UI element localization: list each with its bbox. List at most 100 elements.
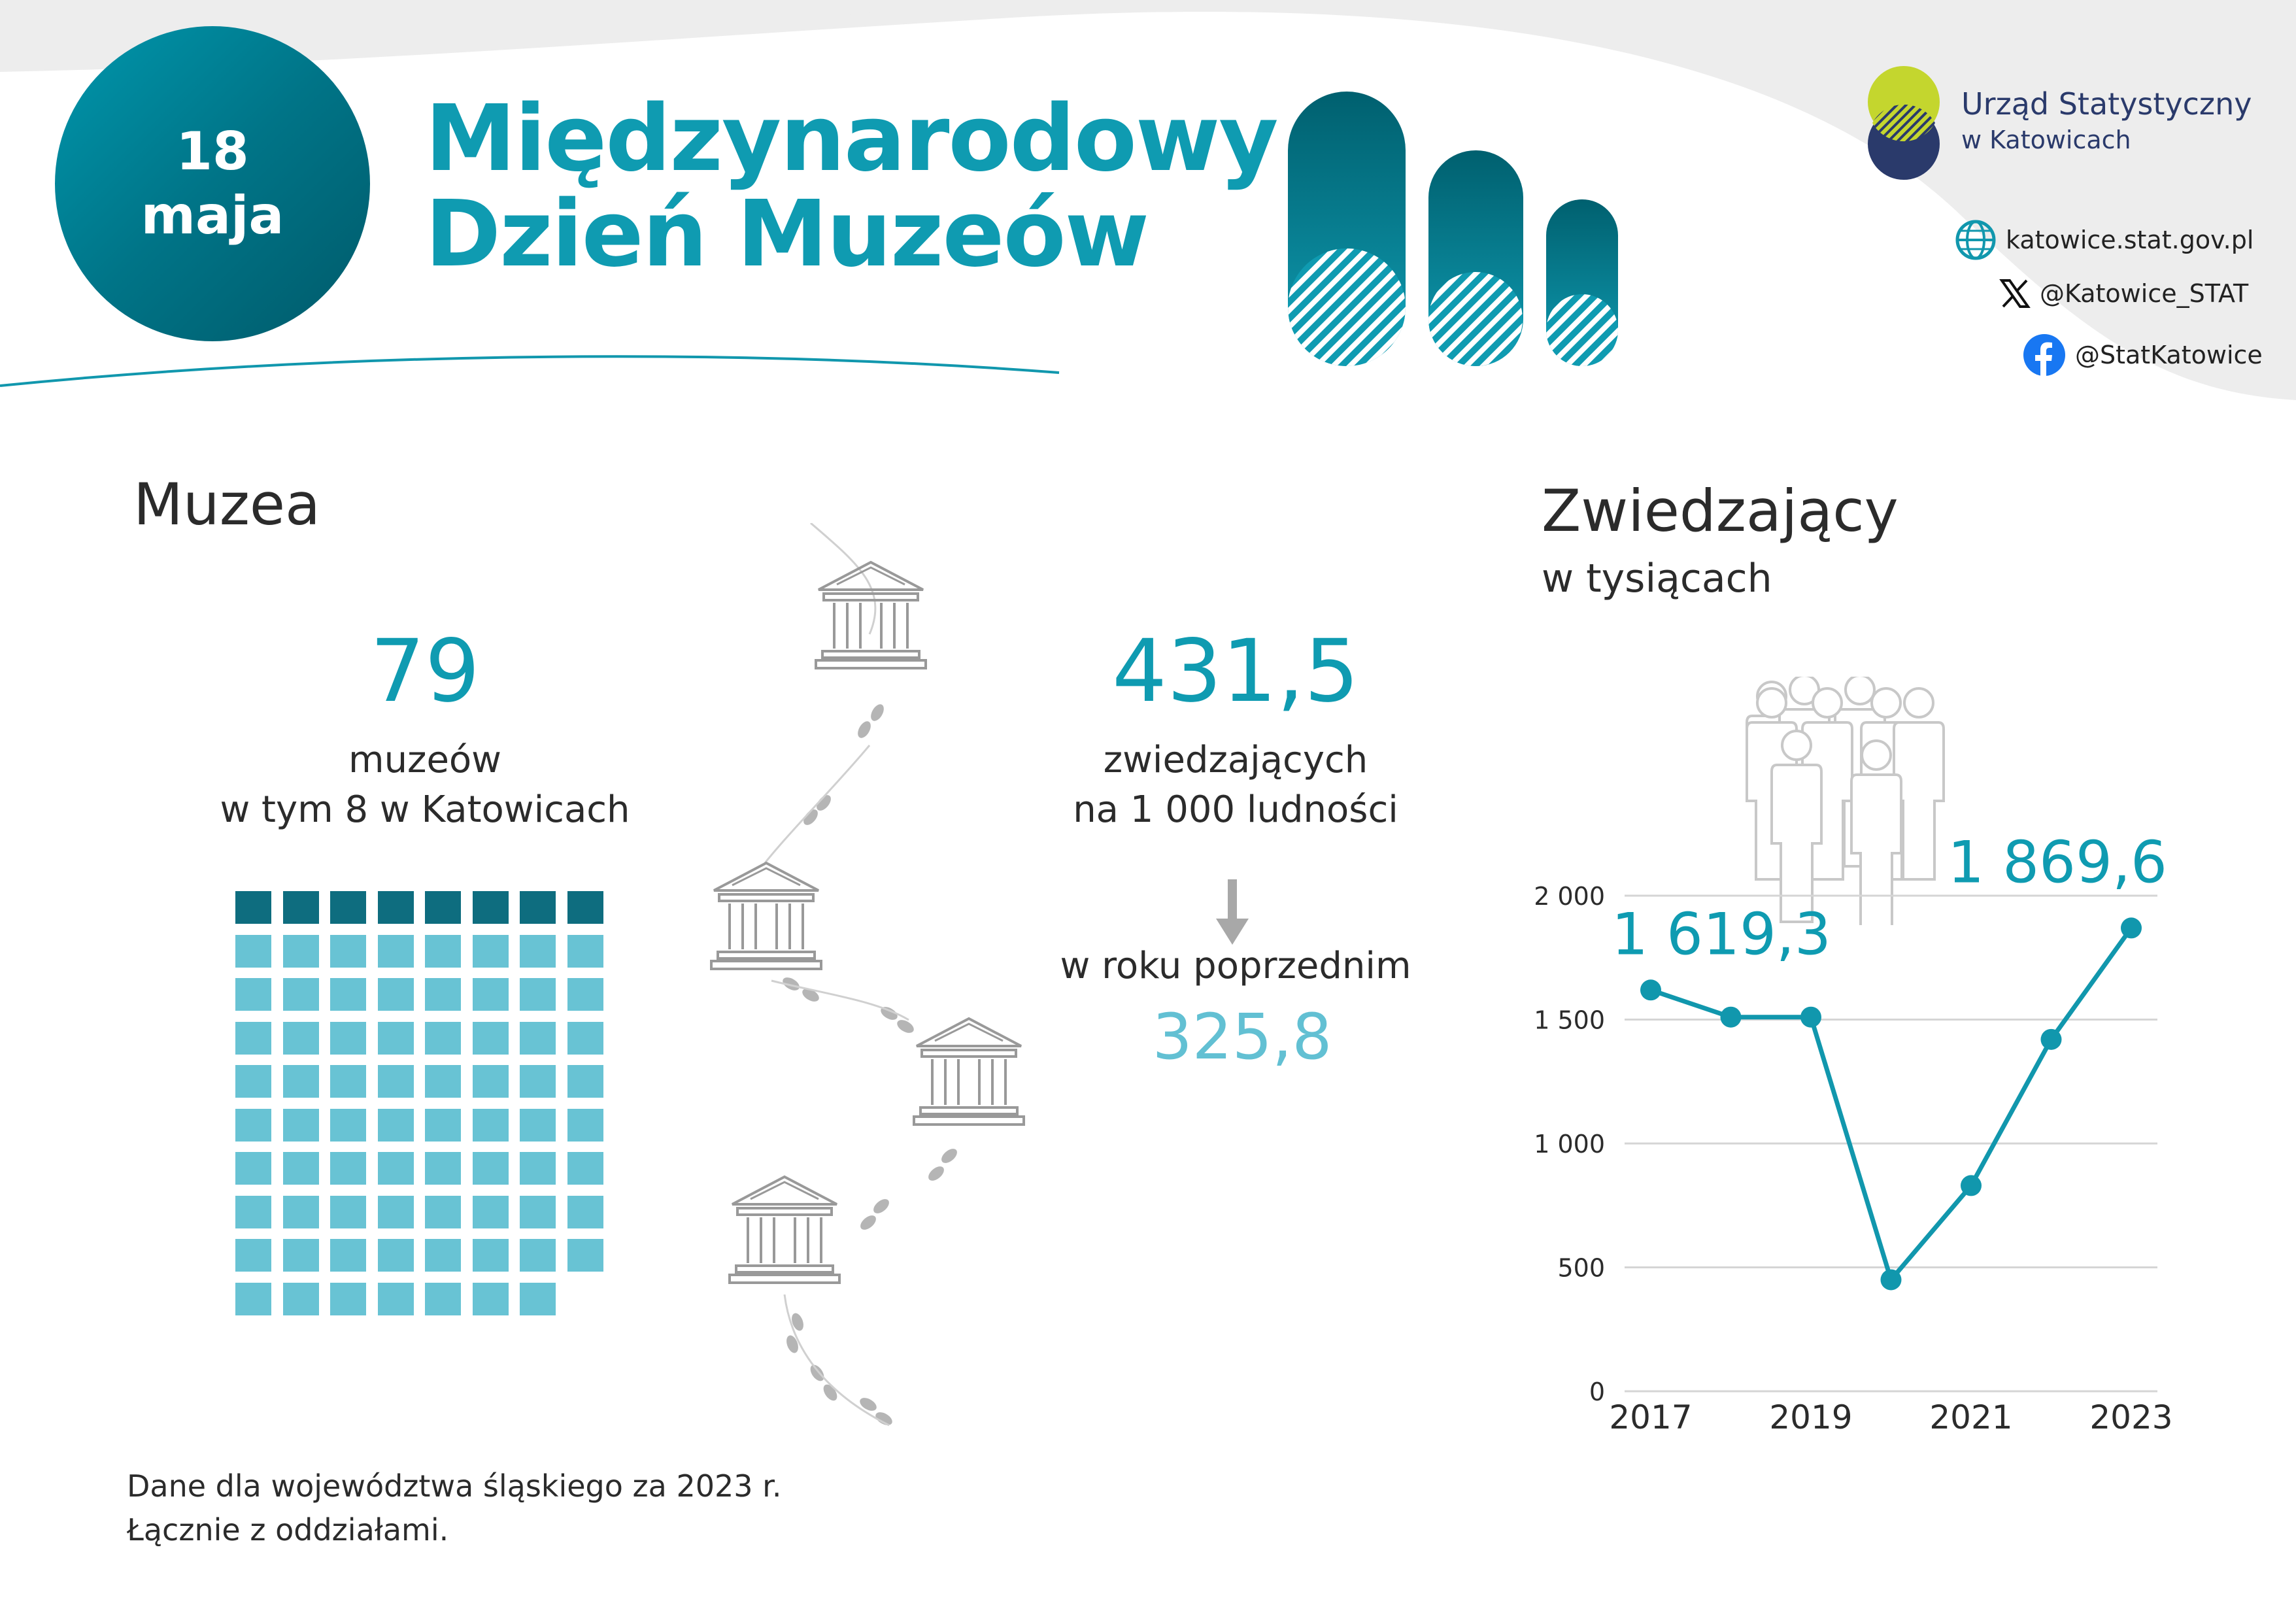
- waffle-cell: [520, 1282, 556, 1315]
- waffle-cell: [520, 891, 556, 924]
- waffle-cell: [377, 1065, 414, 1098]
- waffle-cell: [520, 1065, 556, 1098]
- waffle-cell: [377, 1152, 414, 1185]
- waffle-cell: [330, 1065, 366, 1098]
- museum-trail-graphic: [710, 523, 1025, 1427]
- waffle-cell: [472, 891, 509, 924]
- x-handle-text: @Katowice_STAT: [2040, 279, 2249, 308]
- museum-waffle-chart: [235, 891, 615, 1323]
- previous-year-label: w roku poprzednim: [1060, 945, 1411, 987]
- visitors-section-subtitle: w tysiącach: [1542, 556, 1772, 601]
- data-point: [2040, 1028, 2062, 1050]
- logo-icon: [1868, 66, 1940, 180]
- waffle-cell: [425, 1195, 461, 1228]
- date-day: 18: [176, 121, 249, 182]
- waffle-cell: [235, 934, 271, 968]
- date-month: maja: [141, 185, 284, 246]
- waffle-cell: [425, 1021, 461, 1055]
- waffle-cell: [377, 1195, 414, 1228]
- waffle-cell: [235, 1239, 271, 1272]
- waffle-cell: [567, 1195, 603, 1228]
- y-tick-label: 1 500: [1534, 1006, 1605, 1035]
- waffle-cell: [330, 1108, 366, 1142]
- waffle-cell: [425, 1108, 461, 1142]
- data-point: [1961, 1175, 1982, 1196]
- waffle-cell: [472, 934, 509, 968]
- waffle-cell: [330, 978, 366, 1011]
- y-tick-label: 500: [1557, 1254, 1605, 1283]
- waffle-cell: [377, 1021, 414, 1055]
- waffle-cell: [235, 1065, 271, 1098]
- y-tick-label: 1 000: [1534, 1130, 1605, 1159]
- waffle-cell: [520, 934, 556, 968]
- waffle-cell: [330, 1239, 366, 1272]
- waffle-cell: [567, 978, 603, 1011]
- arrow-down-icon: [1216, 879, 1249, 945]
- waffle-cell: [472, 1152, 509, 1185]
- footnote-line2: Łącznie z oddziałami.: [127, 1512, 449, 1548]
- waffle-cell: [330, 1021, 366, 1055]
- waffle-cell: [472, 1195, 509, 1228]
- logo: Urząd Statystyczny w Katowicach: [1863, 63, 2282, 187]
- title-line-1: Międzynarodowy: [425, 86, 1279, 192]
- people-group-icon: [1746, 677, 1945, 925]
- data-label-last: 1 869,6: [1948, 828, 2167, 896]
- waffle-cell: [377, 891, 414, 924]
- waffle-cell: [235, 1282, 271, 1315]
- waffle-cell: [567, 891, 603, 924]
- visitors-line-chart: 0 500 1 000 1 500 2 000 2017 2019 2021 2023 1 619…: [1534, 828, 2172, 1436]
- globe-icon: [1955, 220, 1996, 260]
- waffle-cell: [472, 1108, 509, 1142]
- x-logo-icon: [1999, 279, 2031, 308]
- waffle-cell: [567, 1108, 603, 1142]
- waffle-cell: [567, 1239, 603, 1272]
- museum-count-label: muzeów w tym 8 w Katowicach: [196, 736, 654, 834]
- facebook-handle-text: @StatKatowice: [2075, 341, 2263, 369]
- series-line: [1649, 926, 2133, 1282]
- website-text: katowice.stat.gov.pl: [2006, 226, 2254, 254]
- waffle-cell: [425, 1239, 461, 1272]
- facebook-icon: [2023, 334, 2065, 377]
- museum-count-label-line2: w tym 8 w Katowicach: [220, 788, 630, 831]
- footnote-line1: Dane dla województwa śląskiego za 2023 r…: [127, 1468, 782, 1504]
- waffle-cell: [282, 1021, 319, 1055]
- waffle-cell: [425, 1282, 461, 1315]
- waffle-cell: [282, 934, 319, 968]
- waffle-cell: [377, 1282, 414, 1315]
- visitors-section-title: Zwiedzający: [1542, 477, 1899, 545]
- museum-count: 79: [370, 621, 480, 722]
- logo-text-city: w Katowicach: [1961, 126, 2131, 154]
- title-line-2: Dzień Muzeów: [425, 180, 1149, 288]
- waffle-cell: [282, 1152, 319, 1185]
- data-label-first: 1 619,3: [1612, 900, 1831, 968]
- waffle-cell: [330, 891, 366, 924]
- waffle-cell: [330, 1195, 366, 1228]
- waffle-cell: [567, 1065, 603, 1098]
- waffle-cell: [425, 1065, 461, 1098]
- waffle-cell: [330, 934, 366, 968]
- waffle-cell: [282, 1195, 319, 1228]
- data-point: [2121, 917, 2142, 939]
- visitors-rate-label-line2: na 1 000 ludności: [1073, 788, 1398, 831]
- visitors-rate-label: zwiedzających na 1 000 ludności: [1007, 736, 1464, 834]
- waffle-cell: [520, 1021, 556, 1055]
- waffle-cell: [472, 1282, 509, 1315]
- waffle-cell: [235, 1108, 271, 1142]
- data-point: [1800, 1006, 1821, 1028]
- waffle-cell: [235, 1021, 271, 1055]
- waffle-cell: [235, 1195, 271, 1228]
- y-tick-label: 0: [1589, 1378, 1605, 1406]
- waffle-cell: [567, 1152, 603, 1185]
- facebook-profile-link[interactable]: @StatKatowice: [2023, 333, 2263, 377]
- website-link[interactable]: katowice.stat.gov.pl: [1955, 219, 2254, 261]
- x-tick-label: 2019: [1769, 1398, 1852, 1436]
- previous-year-value: 325,8: [1152, 1000, 1332, 1074]
- waffle-cell: [472, 978, 509, 1011]
- waffle-cell: [235, 978, 271, 1011]
- x-profile-link[interactable]: @Katowice_STAT: [1999, 278, 2248, 309]
- waffle-cell: [520, 978, 556, 1011]
- waffle-cell: [520, 1195, 556, 1228]
- waffle-cell: [282, 1282, 319, 1315]
- y-tick-label: 2 000: [1534, 882, 1605, 911]
- waffle-cell: [282, 1108, 319, 1142]
